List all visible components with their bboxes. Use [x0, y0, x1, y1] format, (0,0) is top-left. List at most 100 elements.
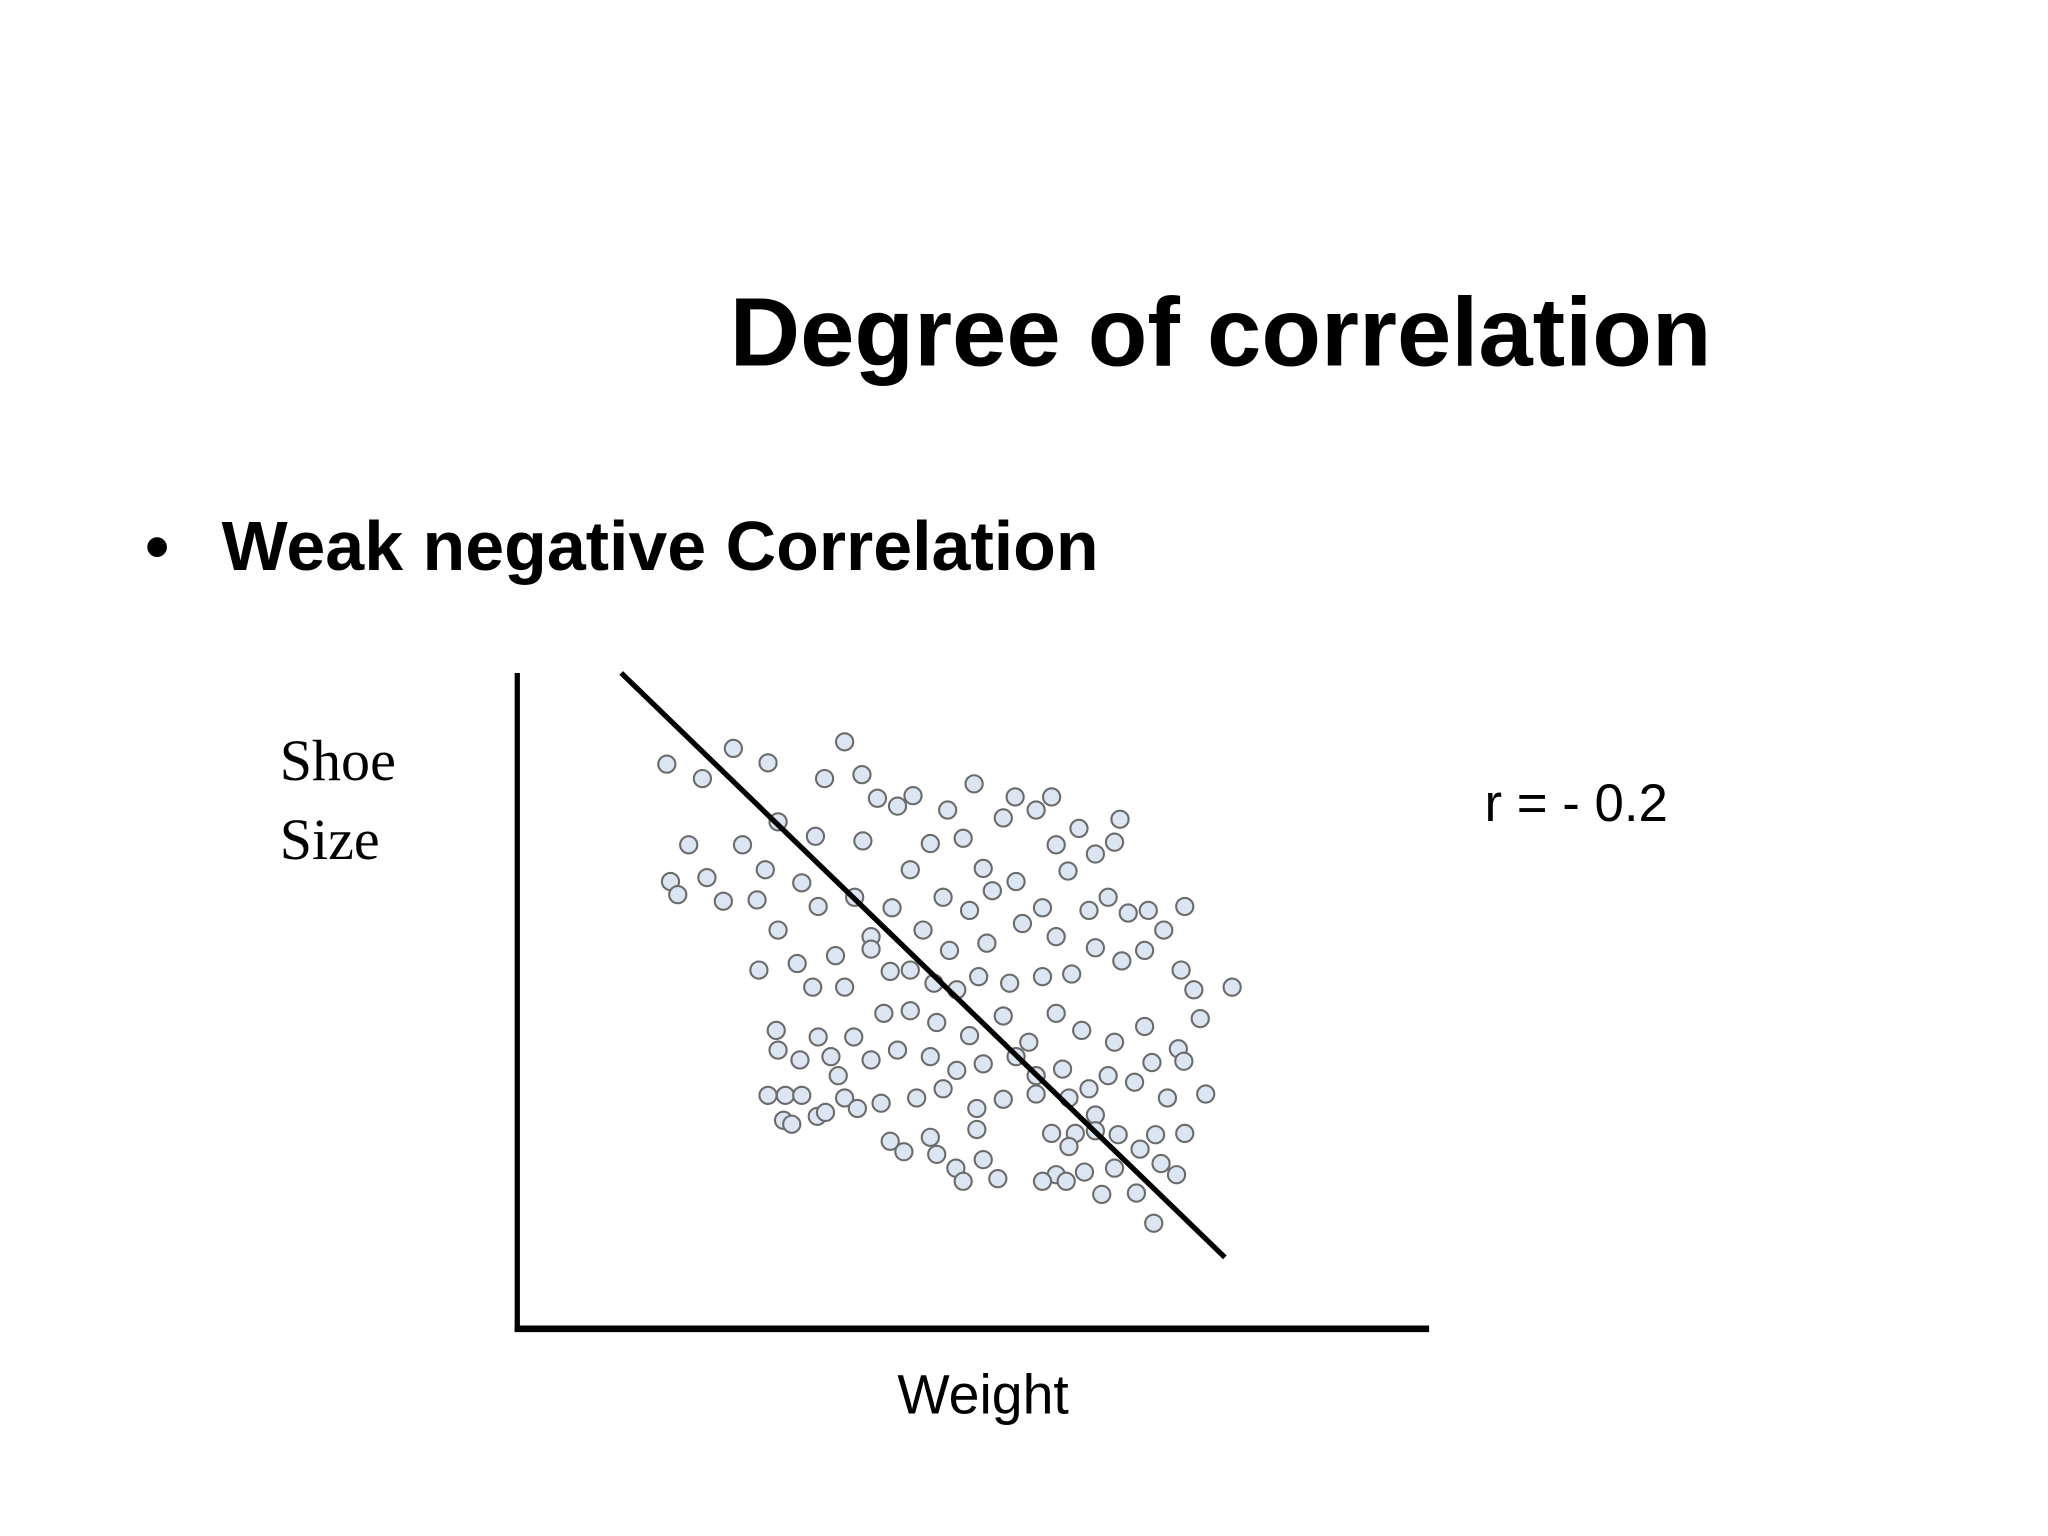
- scatter-point: [1126, 1183, 1147, 1203]
- scatter-point: [861, 939, 881, 959]
- scatter-point: [825, 946, 846, 966]
- scatter-point: [1154, 920, 1174, 940]
- scatter-point: [920, 833, 940, 854]
- scatter-point: [894, 1142, 914, 1162]
- scatter-point: [1174, 1051, 1194, 1071]
- scatter-point: [1056, 1171, 1076, 1191]
- scatter-point: [973, 1149, 993, 1170]
- scatter-point: [1085, 844, 1106, 864]
- scatter-point: [880, 961, 900, 982]
- scatter-point: [755, 860, 775, 880]
- scatter-point: [1222, 977, 1242, 997]
- scatter-point: [988, 1169, 1008, 1189]
- scatter-point: [1072, 1020, 1092, 1041]
- x-axis-label: Weight: [897, 1363, 1068, 1425]
- scatter-point: [861, 1050, 881, 1070]
- scatter-point: [969, 967, 989, 987]
- scatter-point: [973, 1054, 993, 1074]
- scatter-point: [1118, 903, 1138, 923]
- scatter-point: [815, 1102, 836, 1123]
- scatter-point: [1108, 1125, 1128, 1145]
- scatter-point: [1074, 1162, 1095, 1182]
- scatter-point: [821, 1047, 841, 1067]
- scatter-point: [953, 828, 973, 848]
- scatter-point: [939, 940, 960, 961]
- scatter-point: [887, 796, 908, 816]
- scatter-point: [1190, 1008, 1210, 1029]
- scatter-point: [808, 1027, 828, 1047]
- scatter-point: [1130, 1139, 1150, 1159]
- scatter-point: [768, 920, 788, 940]
- scatter-point: [964, 774, 984, 794]
- scatter-point: [792, 1085, 812, 1105]
- scatter-point: [713, 891, 733, 911]
- scatter-point: [1104, 1032, 1125, 1052]
- scatter-point: [787, 953, 807, 974]
- scatter-point: [657, 754, 677, 774]
- scatter-point: [758, 1085, 778, 1105]
- scatter-point: [803, 977, 823, 997]
- scatter-point: [867, 788, 888, 808]
- scatter-point: [1000, 973, 1020, 993]
- scatter-point: [1085, 938, 1106, 958]
- scatter-point: [1046, 927, 1066, 947]
- scatter-point: [1184, 980, 1204, 1000]
- scatter-point: [749, 960, 769, 980]
- bullet: •: [145, 508, 169, 585]
- scatter-point: [766, 1020, 786, 1041]
- scatter-point: [844, 1027, 864, 1047]
- scatter-point: [982, 881, 1002, 901]
- scatter-point: [814, 768, 835, 789]
- scatter-point: [1098, 887, 1118, 907]
- scatter-point: [1098, 1066, 1118, 1086]
- scatter-point: [1041, 1123, 1062, 1144]
- scatter-point: [920, 1127, 940, 1147]
- scatter-point: [792, 873, 812, 893]
- scatter-point: [1175, 1123, 1195, 1144]
- scatter-point: [668, 885, 688, 905]
- scatter-point: [1175, 896, 1195, 917]
- scatter-point: [871, 1093, 891, 1113]
- scatter-point: [1041, 787, 1062, 807]
- scatter-point: [697, 867, 717, 888]
- scatter-point: [907, 1088, 927, 1108]
- scatter-point: [900, 960, 920, 980]
- scatter-point: [768, 1040, 788, 1060]
- scatter-point: [1032, 898, 1053, 918]
- scatter-point: [805, 826, 826, 846]
- scatter-point: [1145, 1125, 1166, 1145]
- scatter-point: [1110, 809, 1130, 829]
- slide-title: Degree of correlation: [730, 278, 1712, 387]
- scatter-point: [790, 1050, 810, 1070]
- scatter-point: [828, 1066, 848, 1086]
- scatter-point: [852, 765, 872, 785]
- scatter-point: [880, 1131, 900, 1151]
- scatter-point: [679, 835, 699, 855]
- scatter-point: [933, 887, 953, 907]
- scatter-point: [1144, 1213, 1164, 1233]
- scatter-point: [1079, 1079, 1099, 1099]
- scatter-point: [782, 1114, 802, 1134]
- scatter-point: [927, 1012, 947, 1033]
- y-axis-label: Shoe: [280, 728, 396, 793]
- scatter-point: [1134, 940, 1155, 961]
- scatter-point: [758, 753, 778, 773]
- scatter-point: [808, 896, 828, 917]
- scatter-point: [723, 738, 744, 759]
- scatter-point: [1032, 1171, 1053, 1191]
- scatter-point: [1138, 900, 1158, 921]
- scatter-point: [1124, 1072, 1145, 1092]
- scatter-point: [953, 1171, 973, 1191]
- scatter-point: [853, 831, 873, 851]
- scatter-point: [834, 732, 855, 752]
- scatter-point: [1196, 1084, 1216, 1104]
- subtitle: Weak negative Correlation: [222, 507, 1099, 585]
- scatter-point: [1104, 1158, 1125, 1178]
- scatter-point: [1069, 818, 1089, 839]
- scatter-point: [775, 1085, 795, 1105]
- scatter-point: [1006, 871, 1026, 892]
- scatter-point: [900, 860, 920, 880]
- scatter-point: [1005, 787, 1025, 807]
